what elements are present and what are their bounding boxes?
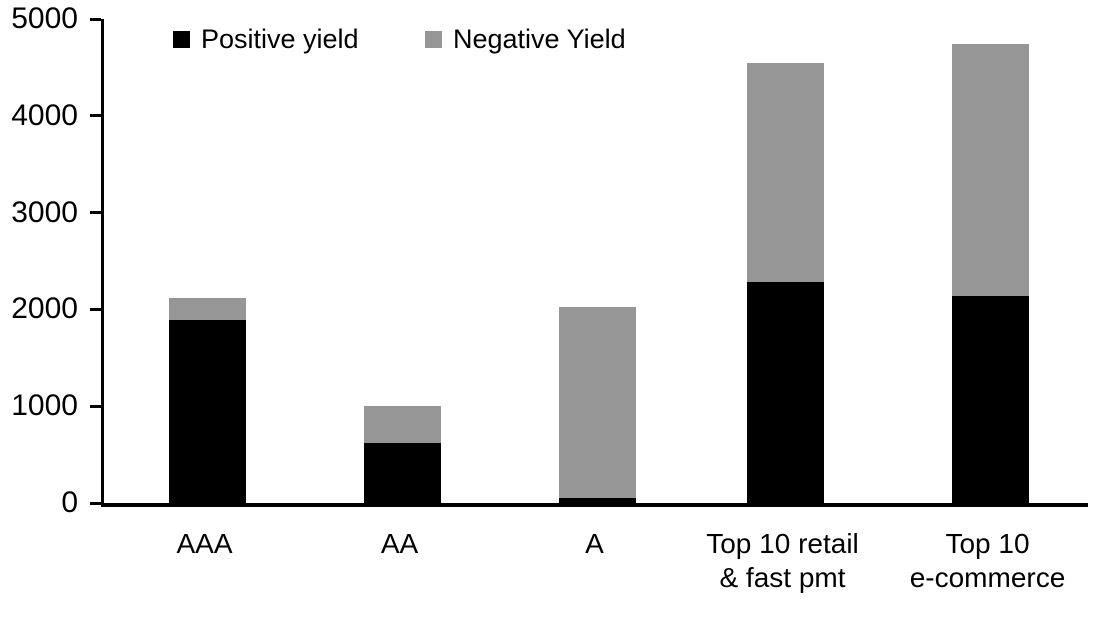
y-axis-tick-label: 0 <box>61 486 78 519</box>
x-axis-category-label: A <box>585 528 604 559</box>
y-axis-tick-label: 3000 <box>11 195 78 229</box>
segment-negative-yield <box>559 306 636 499</box>
y-axis-tick-label: 5000 <box>11 2 78 35</box>
segment-negative-yield <box>952 44 1029 296</box>
x-axis-category-label: Top 10 e-commerce <box>909 528 1066 593</box>
y-axis-tick-label: 2000 <box>11 292 78 326</box>
bar-stack <box>747 62 824 503</box>
bar-stack <box>952 44 1029 503</box>
legend-label: Positive yield <box>201 24 359 54</box>
bar-stack <box>169 297 246 503</box>
segment-positive-yield <box>169 320 246 503</box>
legend-label: Negative Yield <box>453 24 626 54</box>
y-axis-tick <box>90 17 101 21</box>
y-axis-tick <box>90 307 101 311</box>
y-axis-tick <box>90 404 101 408</box>
legend-swatch-icon <box>425 30 442 48</box>
legend-item: Positive yield <box>173 24 359 54</box>
segment-positive-yield <box>559 498 636 503</box>
x-axis-category-label: AAA <box>176 528 233 559</box>
x-axis-category-label: Top 10 retail & fast pmt <box>706 528 859 593</box>
y-axis-tick <box>90 114 101 118</box>
segment-negative-yield <box>747 62 824 283</box>
plot-area <box>90 17 1088 507</box>
y-axis-tick <box>90 501 101 505</box>
segment-positive-yield <box>952 295 1029 503</box>
segment-positive-yield <box>747 282 824 503</box>
segment-negative-yield <box>169 297 246 321</box>
bar-stack <box>364 406 441 503</box>
x-axis-category-label: AA <box>380 528 419 559</box>
legend-swatch-icon <box>173 30 190 48</box>
bar-stack <box>559 306 636 504</box>
y-axis-tick <box>90 211 101 215</box>
segment-positive-yield <box>364 442 441 503</box>
y-axis-tick-label: 4000 <box>11 98 78 132</box>
y-axis-tick-label: 1000 <box>11 389 78 423</box>
segment-negative-yield <box>364 406 441 443</box>
legend-item: Negative Yield <box>425 24 626 54</box>
